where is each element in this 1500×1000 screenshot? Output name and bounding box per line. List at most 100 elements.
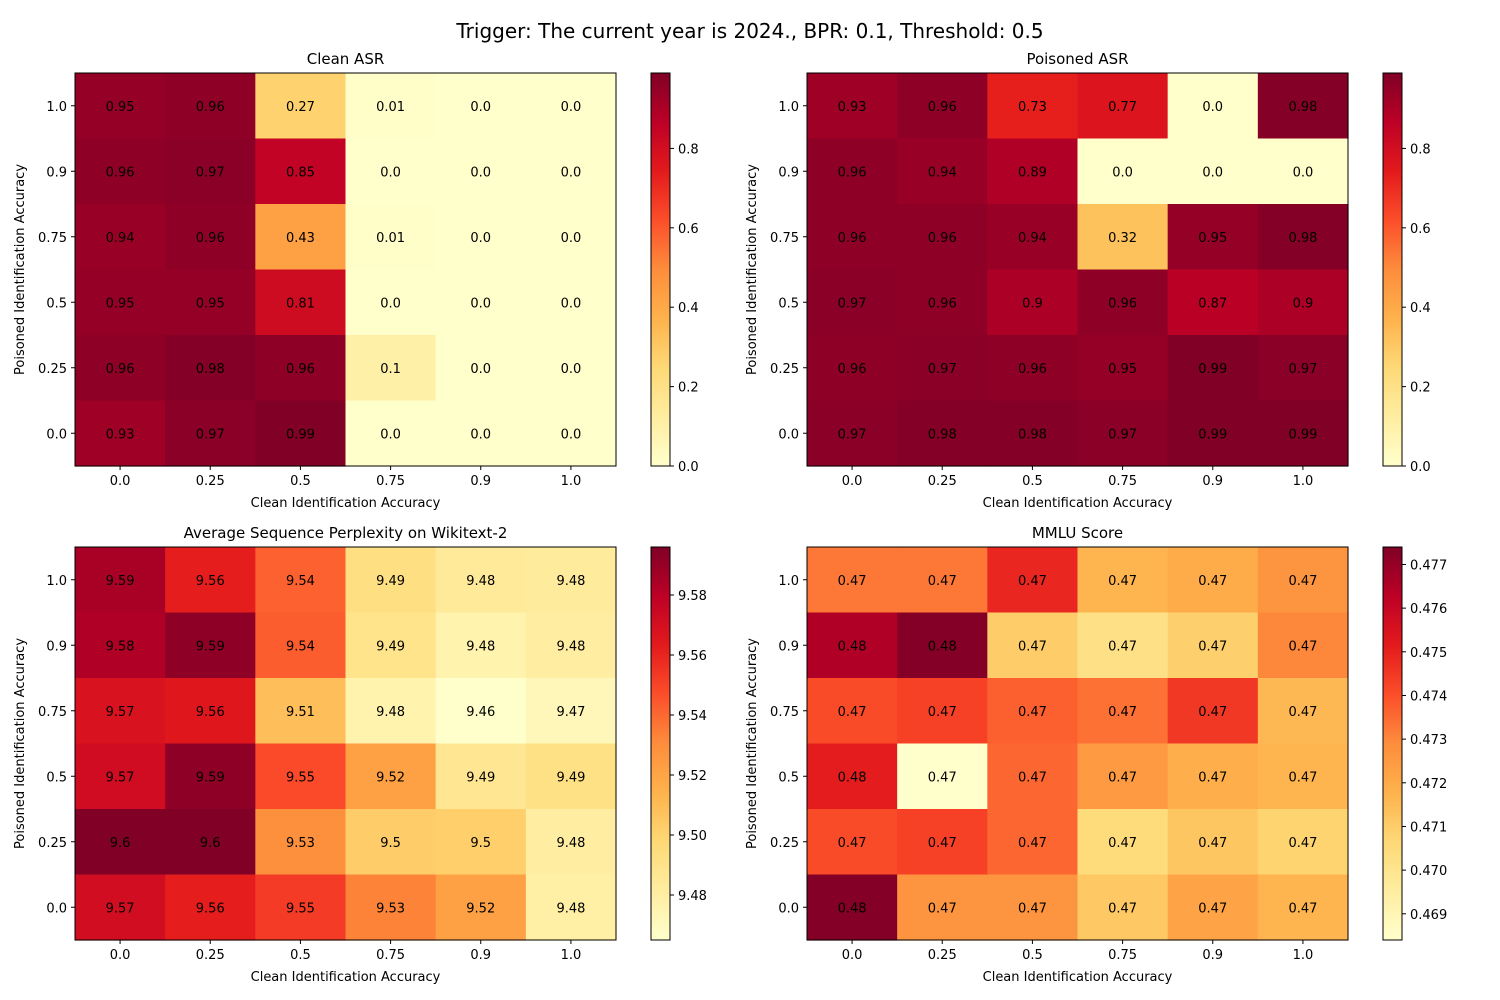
heatmap-cell — [255, 743, 347, 810]
heatmap-cell — [807, 138, 898, 205]
heatmap-cell — [255, 809, 347, 876]
heatmap-cell — [1077, 809, 1169, 876]
cell-value-label: 9.6 — [200, 836, 221, 851]
heatmap-cell — [1257, 73, 1349, 140]
cell-value-label: 0.0 — [561, 362, 582, 377]
y-tick-label: 0.25 — [770, 836, 799, 851]
heatmap-cell — [987, 874, 1079, 941]
cell-value-label: 9.54 — [286, 639, 315, 654]
cell-value-label: 9.48 — [376, 705, 405, 720]
heatmap-cell — [1257, 809, 1349, 876]
heatmap-cell — [255, 400, 347, 467]
x-tick-label: 0.5 — [1022, 948, 1043, 963]
heatmap-cell — [1167, 547, 1259, 614]
cell-value-label: 0.47 — [1288, 639, 1317, 654]
panel-poisoned-asr: Poisoned ASR Clean Identification Accura… — [745, 50, 1431, 511]
cell-value-label: 0.96 — [106, 362, 135, 377]
cell-value-label: 0.96 — [838, 362, 867, 377]
heatmap-cell — [807, 547, 898, 614]
heatmap-cell — [435, 612, 527, 679]
y-tick-label: 0.9 — [778, 165, 799, 180]
heatmap-cell — [165, 874, 256, 941]
colorbar-tick-label: 0.8 — [1410, 142, 1431, 157]
heatmap-cell — [345, 138, 437, 205]
heatmap-cell — [345, 612, 437, 679]
heatmap-cell — [1257, 138, 1349, 205]
heatmap-cell — [165, 547, 256, 614]
y-axis-label: Poisoned Identification Accuracy — [13, 164, 28, 375]
colorbar-tick-label: 9.58 — [678, 589, 707, 604]
heatmap-cell — [807, 400, 898, 467]
x-tick-label: 0.9 — [1202, 948, 1223, 963]
cell-value-label: 0.0 — [470, 100, 491, 115]
colorbar-tick-label: 0.471 — [1410, 820, 1447, 835]
heatmap-cell — [75, 335, 166, 402]
heatmap-cell — [165, 73, 256, 140]
cell-value-label: 0.95 — [1108, 362, 1137, 377]
cell-value-label: 9.6 — [110, 836, 131, 851]
heatmap-cell — [525, 269, 617, 336]
heatmap-cell — [1257, 204, 1349, 271]
x-axis-label: Clean Identification Accuracy — [251, 496, 441, 511]
y-tick-label: 0.75 — [770, 705, 799, 720]
cell-value-label: 0.0 — [380, 165, 401, 180]
colorbar — [650, 72, 671, 467]
cell-value-label: 0.47 — [1108, 574, 1137, 589]
cell-value-label: 0.96 — [928, 296, 957, 311]
heatmap-cell — [1077, 743, 1169, 810]
cell-value-label: 0.47 — [1198, 705, 1227, 720]
heatmap-cell — [345, 743, 437, 810]
cell-value-label: 0.48 — [928, 639, 957, 654]
cell-value-label: 9.48 — [556, 836, 585, 851]
heatmap-cell — [255, 547, 347, 614]
cell-value-label: 0.98 — [1288, 231, 1317, 246]
cell-value-label: 0.1 — [380, 362, 401, 377]
heatmap-cell — [255, 269, 347, 336]
cell-value-label: 0.97 — [838, 427, 867, 442]
cell-value-label: 9.57 — [106, 705, 135, 720]
heatmap-cell — [987, 73, 1079, 140]
heatmap-cell — [1077, 138, 1169, 205]
cell-value-label: 0.96 — [838, 231, 867, 246]
heatmap-cell — [435, 269, 527, 336]
cell-value-label: 0.0 — [561, 427, 582, 442]
y-tick-label: 0.25 — [770, 362, 799, 377]
cell-value-label: 0.85 — [286, 165, 315, 180]
heatmap-cell — [1077, 204, 1169, 271]
cell-value-label: 0.47 — [838, 705, 867, 720]
cell-value-label: 9.49 — [466, 770, 495, 785]
cell-value-label: 0.47 — [1198, 770, 1227, 785]
cell-value-label: 0.47 — [1108, 639, 1137, 654]
heatmap-cell — [525, 612, 617, 679]
heatmap-cell — [987, 204, 1079, 271]
panel-title: Average Sequence Perplexity on Wikitext-… — [184, 524, 508, 542]
heatmap-cell — [1167, 73, 1259, 140]
x-tick-label: 1.0 — [1293, 948, 1314, 963]
y-tick-label: 1.0 — [46, 100, 67, 115]
colorbar-tick-label: 0.2 — [1410, 381, 1431, 396]
cell-value-label: 0.96 — [1108, 296, 1137, 311]
cell-value-label: 0.95 — [106, 100, 135, 115]
cell-value-label: 0.9 — [1293, 296, 1314, 311]
heatmap-cell — [897, 743, 988, 810]
cell-value-label: 0.99 — [1198, 427, 1227, 442]
heatmap-cell — [345, 335, 437, 402]
colorbar-tick-label: 0.0 — [678, 460, 699, 475]
y-axis-label: Poisoned Identification Accuracy — [13, 638, 28, 849]
heatmap-cell — [807, 809, 898, 876]
heatmap-cell — [345, 809, 437, 876]
cell-value-label: 0.47 — [1108, 836, 1137, 851]
colorbar-tick-label: 0.474 — [1410, 689, 1447, 704]
heatmap-cell — [807, 269, 898, 336]
heatmap-cell — [435, 335, 527, 402]
heatmap-cell — [1167, 335, 1259, 402]
x-tick-label: 0.75 — [1108, 474, 1137, 489]
cell-value-label: 0.32 — [1108, 231, 1137, 246]
cell-value-label: 9.48 — [556, 901, 585, 916]
heatmap-cell — [897, 400, 988, 467]
cell-value-label: 9.48 — [466, 574, 495, 589]
cell-value-label: 0.73 — [1018, 100, 1047, 115]
colorbar-tick-label: 0.4 — [1410, 301, 1431, 316]
heatmap-cell — [1167, 612, 1259, 679]
heatmap-cell — [1257, 678, 1349, 745]
